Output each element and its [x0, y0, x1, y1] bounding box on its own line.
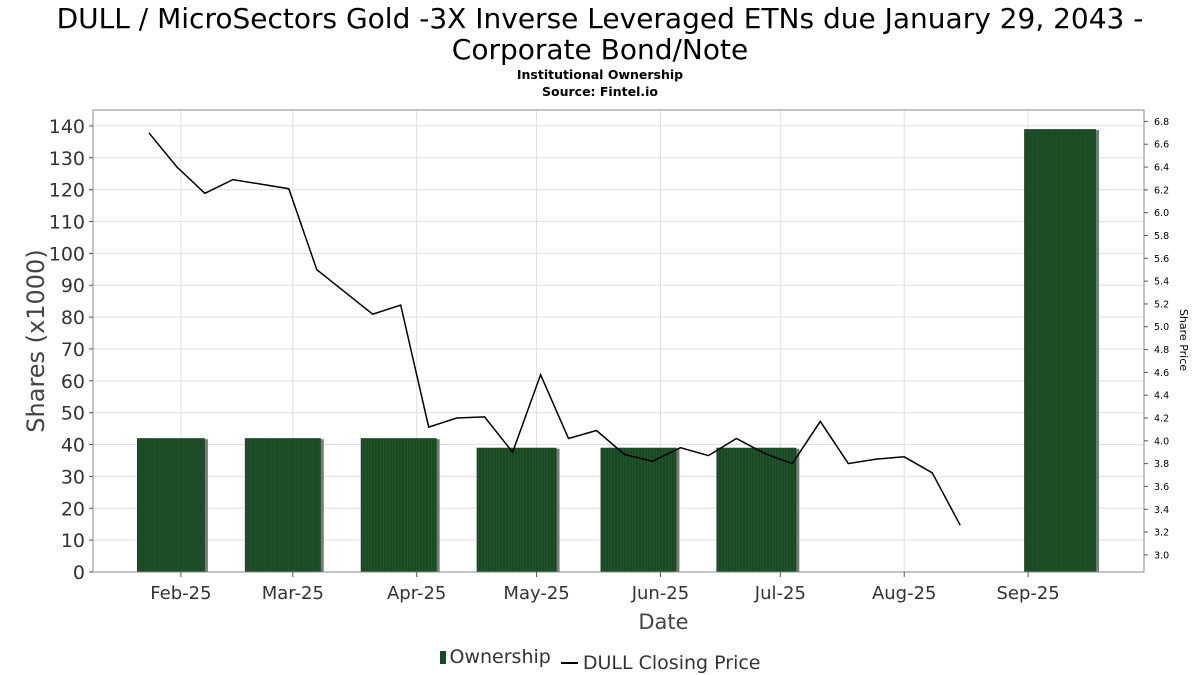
chart-source: Source: Fintel.io	[542, 84, 658, 99]
legend-ownership-label: Ownership	[449, 646, 551, 668]
y2-tick-label: 6.2	[1154, 185, 1169, 196]
y2-tick-label: 4.4	[1154, 391, 1169, 402]
legend-price[interactable]: DULL Closing Price	[560, 651, 761, 674]
legend-price-swatch	[560, 661, 578, 664]
price-line	[148, 132, 961, 526]
y2-tick-label: 6.8	[1154, 117, 1169, 128]
chart-title-line2: Corporate Bond/Note	[451, 33, 749, 66]
y2-axis-label: Share Price	[1177, 309, 1190, 371]
y-tick-label: 100	[49, 243, 85, 265]
y2-tick-label: 5.4	[1154, 277, 1169, 288]
legend-ownership[interactable]: Ownership	[439, 646, 551, 668]
x-tick-label: Feb-25	[150, 583, 211, 604]
x-tick-label: Jul-25	[754, 583, 806, 604]
plot-frame	[92, 109, 1145, 573]
y2-tick-label: 3.6	[1154, 482, 1169, 493]
y-tick-label: 20	[61, 498, 85, 520]
y2-tick-label: 4.6	[1154, 368, 1169, 379]
y2-tick-label: 4.2	[1154, 414, 1169, 425]
y-tick-label: 140	[49, 116, 85, 138]
ownership-bar	[1024, 129, 1097, 572]
y2-tick-label: 4.8	[1154, 345, 1169, 356]
x-axis-label: Date	[638, 610, 688, 634]
ownership-bar	[716, 447, 797, 572]
y2-tick-label: 3.2	[1154, 528, 1169, 539]
y2-tick-label: 5.8	[1154, 231, 1169, 242]
y2-tick-label: 3.4	[1154, 505, 1169, 516]
y2-tick-label: 5.0	[1154, 322, 1169, 333]
y-tick-label: 10	[61, 530, 85, 552]
x-tick-label: Aug-25	[872, 583, 937, 604]
legend: Ownership DULL Closing Price	[0, 646, 1200, 674]
price-line-group	[148, 132, 961, 526]
chart-title: DULL / MicroSectors Gold -3X Inverse Lev…	[0, 3, 1200, 65]
y2-tick-label: 6.4	[1154, 163, 1169, 174]
y2-tick-label: 4.0	[1154, 436, 1169, 447]
y2-tick-label: 6.6	[1154, 140, 1169, 151]
y2-tick-label: 5.6	[1154, 254, 1169, 265]
ownership-bar	[136, 438, 205, 572]
y2-tick-label: 3.8	[1154, 459, 1169, 470]
x-tick-label: Mar-25	[262, 583, 324, 604]
x-tick-label: Sep-25	[996, 583, 1059, 604]
chart-subtitle: Institutional Ownership	[516, 67, 684, 82]
y-tick-label: 70	[61, 339, 85, 361]
legend-ownership-swatch	[439, 650, 446, 664]
y2-tick-label: 3.0	[1154, 550, 1169, 561]
y-axis-right: 3.0 3.2 3.4 3.6 3.8 4.0 4.2 4.4 4.6 4.8 5.0 5.2 5.4 5…	[1144, 117, 1169, 561]
chart-title-line1: DULL / MicroSectors Gold -3X Inverse Lev…	[56, 2, 1144, 35]
y-tick-label: 50	[61, 403, 85, 425]
x-tick-label: Jun-25	[631, 583, 690, 604]
y-tick-label: 0	[73, 562, 85, 584]
y-tick-label: 90	[61, 275, 85, 297]
y-tick-label: 60	[61, 371, 85, 393]
legend-price-label: DULL Closing Price	[582, 651, 761, 674]
x-tick-label: May-25	[503, 583, 569, 604]
y2-tick-label: 5.2	[1154, 299, 1169, 310]
x-tick-label: Apr-25	[387, 583, 446, 604]
ownership-bar	[476, 447, 557, 572]
y-tick-label: 80	[61, 307, 85, 329]
y-tick-label: 40	[61, 435, 85, 457]
y-tick-label: 120	[49, 180, 85, 202]
y-tick-label: 30	[61, 466, 85, 488]
y-axis-left: 0 10 20 30 40 50 60 70 80 90 100 110 120 130 140	[49, 116, 93, 584]
ownership-bars	[136, 129, 1100, 572]
x-axis: Feb-25 Mar-25 Apr-25 May-25 Jun-25 Jul-25 Aug-…	[150, 572, 1060, 604]
y2-tick-label: 6.0	[1154, 208, 1169, 219]
y-axis-label: Shares (x1000)	[22, 249, 50, 432]
y-tick-label: 110	[49, 212, 85, 234]
y-tick-label: 130	[49, 148, 85, 170]
